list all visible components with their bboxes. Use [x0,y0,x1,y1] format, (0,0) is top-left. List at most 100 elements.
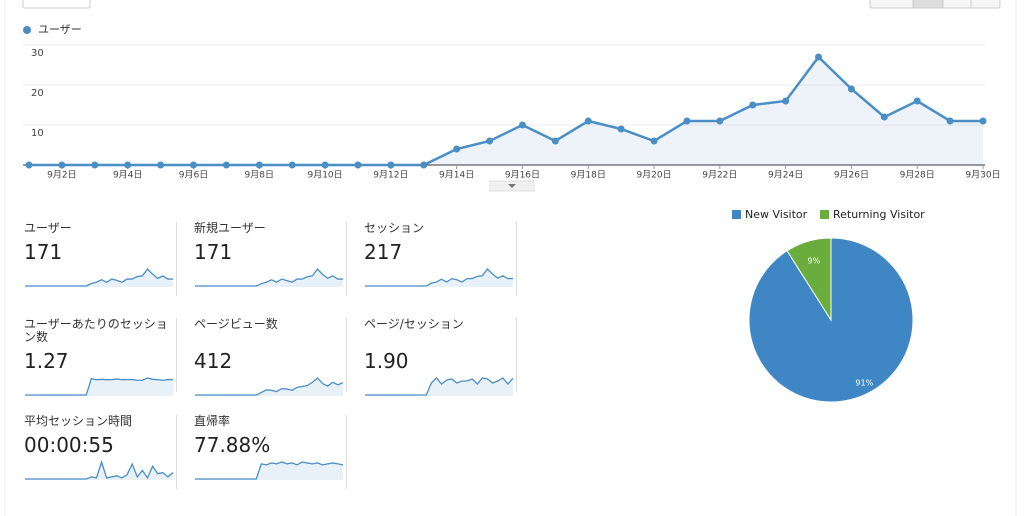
sparkline-line [25,268,173,287]
sparkline-area [365,378,513,396]
x-tick-label: 9月30日 [965,170,1000,181]
line [29,55,983,167]
x-tick-label: 9月12日 [373,170,408,181]
metric-card: 新規ユーザー 171 [193,222,347,296]
point [288,161,296,169]
x-tick-label: 9月18日 [571,170,606,181]
legend-label: New Visitor [745,208,808,221]
metric-card: 平均セッション時間 00:00:55 [23,415,177,489]
point [551,137,559,145]
x-tick-label: 9月14日 [439,170,474,181]
area [29,57,983,165]
sparkline-line [365,268,513,287]
point [880,113,888,121]
sparkline [195,377,344,396]
metric-card: ページ/セッション 1.90 [363,317,517,396]
sparkline [195,267,343,287]
sparkline [25,459,174,480]
point [222,161,230,169]
metric-value: 00:00:55 [24,433,114,457]
legend-swatch [820,210,829,219]
x-tick-label: 9月16日 [505,170,540,181]
point [716,117,724,125]
pie-value-label: 9% [807,256,820,265]
point [584,117,592,125]
point [913,97,921,105]
view-toggle-active[interactable] [912,0,944,9]
metric-label: ユーザーあたりのセッション数 [24,317,168,344]
x-tick-label: 9月10日 [307,170,342,181]
top-button[interactable] [22,0,91,9]
x-tick-label: 9月20日 [636,170,671,181]
sparkline-line [365,377,514,396]
y-tick-label: 20 [31,88,44,99]
point [25,161,33,169]
sparkline-area [365,269,513,287]
legend-marker [23,26,31,34]
point [91,161,99,169]
metric-card: ユーザーあたりのセッション数 1.27 [23,317,177,396]
point [157,161,165,169]
point [420,161,428,169]
sparkline [365,377,514,396]
point [518,121,526,129]
metric-value: 412 [194,349,233,373]
pie-slice [786,237,832,322]
x-tick-label: 9月22日 [702,170,737,181]
metric-label: 新規ユーザー [194,221,266,235]
point [847,85,855,93]
pie-slice [748,237,914,403]
sparkline-area [195,269,343,287]
point [782,97,790,105]
x-tick-label: 9月6日 [179,170,208,181]
sparkline-area [195,378,343,396]
sparkline-line [25,377,173,396]
expand-arrow [508,184,516,188]
metric-card: 直帰率 77.88% [193,415,347,489]
point [354,161,362,169]
point [486,137,494,145]
sparkline-line [195,377,344,396]
metric-value: 171 [24,240,63,264]
metric-card: ページビュー数 412 [193,317,347,396]
sparkline-area [25,269,173,287]
pie-value-label: 91% [855,378,873,387]
sparkline-line [195,461,344,480]
point [189,161,197,169]
metric-label: 直帰率 [194,414,231,428]
metric-label: 平均セッション時間 [24,414,133,428]
metric-value: 1.27 [24,349,69,373]
x-tick-label: 9月24日 [768,170,803,181]
point [815,53,823,61]
y-tick-label: 30 [31,48,44,59]
metric-value: 217 [364,240,403,264]
sparkline [25,377,173,396]
sparkline [25,268,173,287]
point [650,137,658,145]
point [387,161,395,169]
sparkline [195,461,344,480]
point [617,125,625,133]
sparkline [365,268,513,287]
x-tick-label: 9月2日 [47,170,76,181]
legend-label: ユーザー [38,23,82,36]
sparkline-line [195,267,343,287]
x-tick-label: 9月8日 [245,170,274,181]
point [979,117,987,125]
metric-label: ページビュー数 [194,317,278,331]
x-tick-label: 9月26日 [834,170,869,181]
point [255,161,263,169]
y-tick-label: 10 [31,128,44,139]
point [321,161,329,169]
metric-label: ページ/セッション [364,317,464,331]
sparkline-line [25,459,174,480]
point [749,101,757,109]
point [58,161,66,169]
point [124,161,132,169]
metric-value: 1.90 [364,349,409,373]
legend-label: Returning Visitor [833,208,925,221]
point [946,117,954,125]
metric-label: セッション [364,221,425,235]
